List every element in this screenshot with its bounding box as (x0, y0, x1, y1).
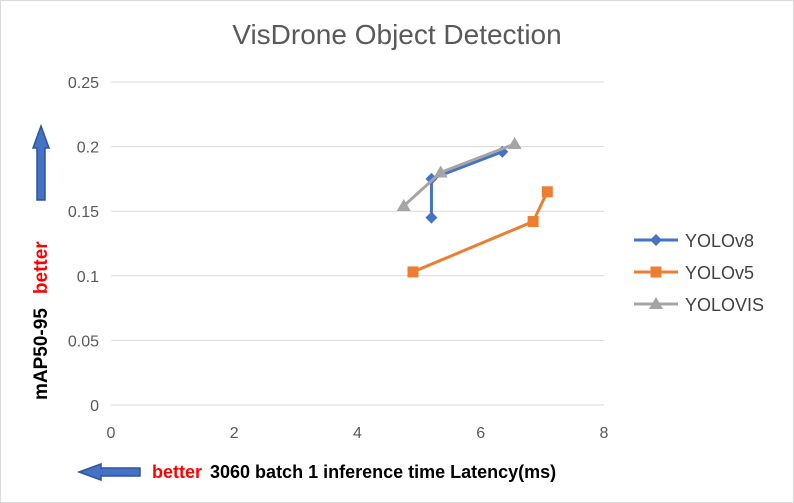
data-point-yolov5 (541, 186, 553, 198)
y-tick-label: 0 (90, 398, 99, 415)
x-axis-better-arrow-icon (76, 462, 141, 482)
series-yolov5 (407, 186, 553, 278)
x-axis-label-main: 3060 batch 1 inference time Latency(ms) (210, 462, 556, 482)
series-group (396, 137, 553, 278)
data-point-yolovis (507, 137, 522, 150)
y-tick-label: 0.25 (68, 75, 99, 92)
data-point-yolov5 (527, 216, 539, 228)
x-tick-label: 8 (600, 425, 609, 442)
legend-label-yolov5: YOLOv5 (685, 263, 754, 283)
x-tick-label: 6 (476, 425, 485, 442)
legend-marker-yolov8 (650, 234, 662, 246)
y-tick-label: 0.1 (77, 269, 99, 286)
chart-title: VisDrone Object Detection (232, 19, 561, 50)
x-axis-label: better 3060 batch 1 inference time Latenc… (152, 462, 556, 482)
y-axis-label: mAP50-95 better (31, 241, 52, 400)
y-tick-labels: 0 0.05 0.1 0.15 0.2 0.25 (68, 75, 99, 415)
x-tick-label: 4 (353, 425, 362, 442)
legend-item-yolovis: YOLOVIS (634, 295, 764, 315)
y-axis-better-arrow-icon (31, 123, 51, 201)
series-line-yolov5 (412, 191, 549, 274)
legend-marker-yolovis (649, 297, 663, 309)
legend-item-yolov5: YOLOv5 (634, 263, 754, 283)
series-yolovis (396, 137, 522, 212)
legend-label-yolov8: YOLOv8 (685, 231, 754, 251)
data-point-yolovis (433, 165, 448, 178)
legend-marker-yolov5 (650, 266, 662, 278)
y-tick-label: 0.05 (68, 333, 99, 350)
y-tick-label: 0.15 (68, 204, 99, 221)
legend-item-yolov8: YOLOv8 (634, 231, 754, 251)
y-tick-label: 0.2 (77, 140, 99, 157)
legend: YOLOv8 YOLOv5 YOLOVIS (634, 231, 764, 315)
grid-lines (111, 81, 604, 406)
series-yolov8 (425, 145, 509, 224)
data-point-yolov8 (425, 211, 438, 224)
x-tick-label: 2 (230, 425, 239, 442)
data-point-yolovis (396, 199, 411, 212)
x-tick-label: 0 (107, 425, 116, 442)
legend-label-yolovis: YOLOVIS (685, 295, 764, 315)
data-point-yolov5 (407, 266, 419, 278)
y-axis-label-emphasis: better (31, 241, 52, 294)
x-axis-label-emphasis: better (152, 462, 202, 482)
x-tick-labels: 0 2 4 6 8 (107, 425, 609, 442)
y-axis-label-main: mAP50-95 (31, 308, 52, 400)
